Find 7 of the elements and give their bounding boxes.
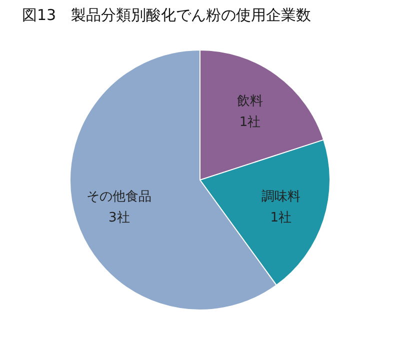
slice-label: その他食品 bbox=[86, 189, 152, 204]
data-label: 1社 bbox=[270, 210, 292, 226]
data-label: 1社 bbox=[239, 115, 261, 130]
slice-label: 飲料 bbox=[236, 94, 263, 110]
slice-label: 調味料 bbox=[261, 189, 300, 204]
chart-title: 図13 製品分類別酸化でん粉の使用企業数 bbox=[22, 6, 312, 24]
data-label: 3社 bbox=[108, 210, 130, 226]
